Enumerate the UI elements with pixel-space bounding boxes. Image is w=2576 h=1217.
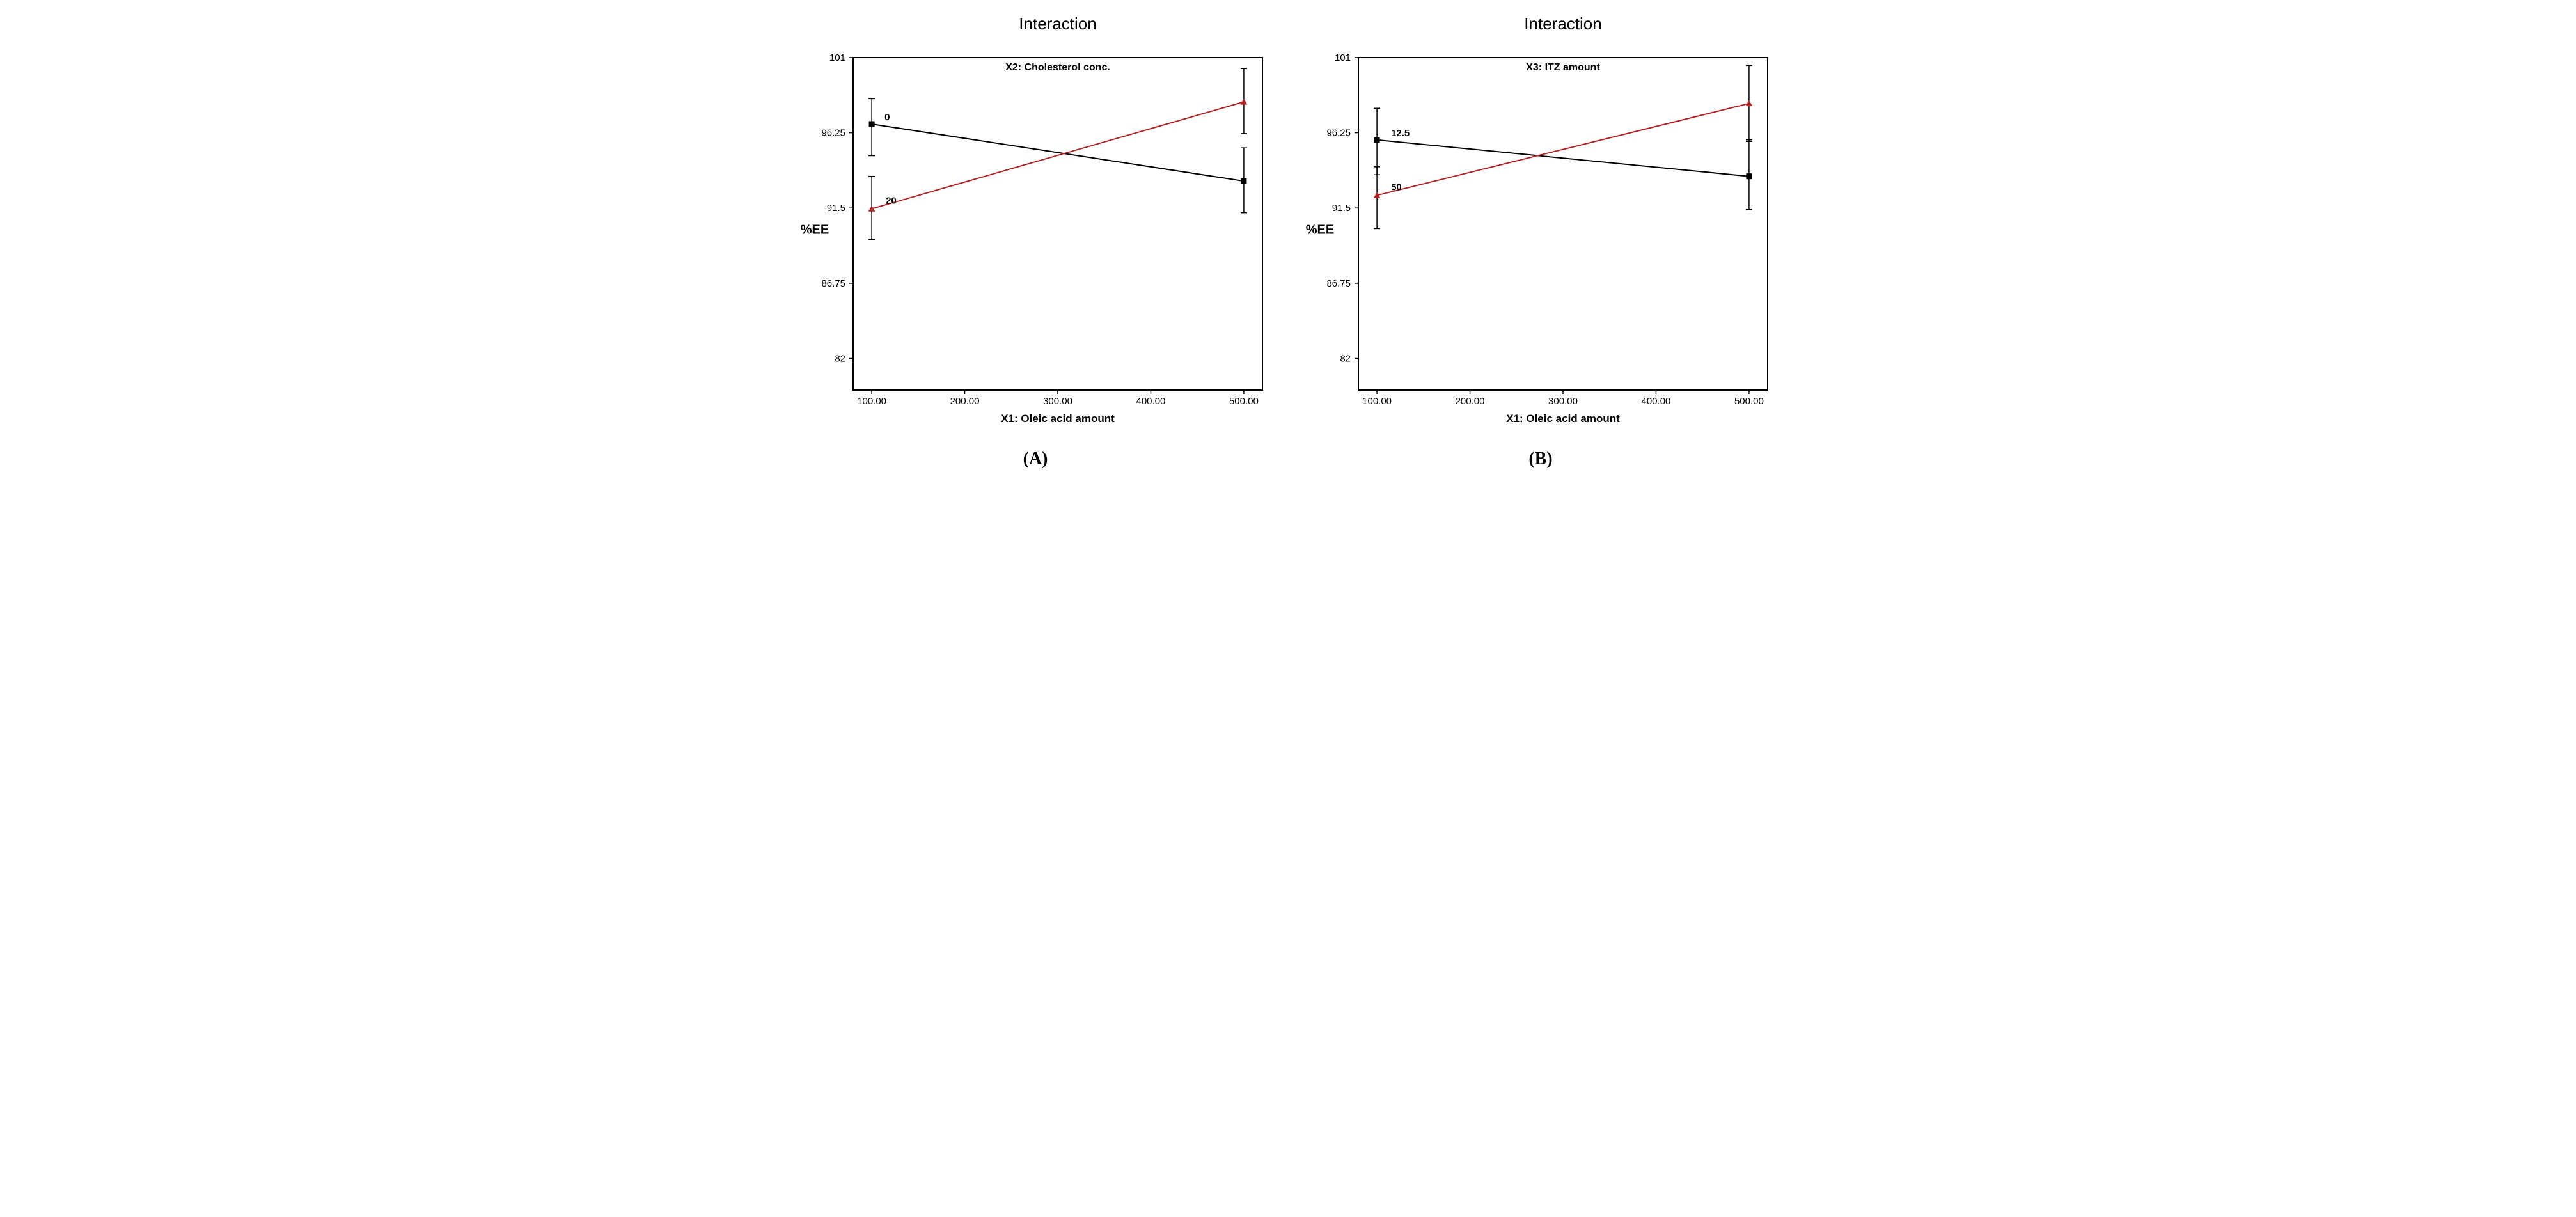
svg-text:86.75: 86.75 xyxy=(821,278,845,289)
svg-text:300.00: 300.00 xyxy=(1548,396,1578,407)
svg-text:100.00: 100.00 xyxy=(1362,396,1392,407)
svg-text:300.00: 300.00 xyxy=(1043,396,1072,407)
svg-text:20: 20 xyxy=(886,195,897,206)
svg-text:X2: Cholesterol conc.: X2: Cholesterol conc. xyxy=(1005,62,1110,73)
chart-panel: Interaction X3: ITZ amount 82 86.75 91.5 96.2… xyxy=(1301,13,1780,469)
svg-text:91.5: 91.5 xyxy=(1332,203,1351,214)
svg-text:500.00: 500.00 xyxy=(1229,396,1259,407)
svg-text:200.00: 200.00 xyxy=(1456,396,1485,407)
svg-text:Interaction: Interaction xyxy=(1524,14,1601,33)
svg-text:91.5: 91.5 xyxy=(827,203,845,214)
chart-panel: Interaction X2: Cholesterol conc. 82 86.75 9… xyxy=(796,13,1275,469)
svg-text:%EE: %EE xyxy=(801,223,829,237)
svg-text:X1: Oleic acid amount: X1: Oleic acid amount xyxy=(1001,412,1115,425)
svg-text:50: 50 xyxy=(1391,182,1402,192)
svg-text:96.25: 96.25 xyxy=(821,128,845,139)
svg-text:82: 82 xyxy=(1340,353,1351,364)
svg-text:101: 101 xyxy=(829,52,845,63)
svg-text:X3: ITZ amount: X3: ITZ amount xyxy=(1526,62,1600,73)
svg-text:500.00: 500.00 xyxy=(1734,396,1764,407)
svg-text:82: 82 xyxy=(835,353,845,364)
interaction-plot: Interaction X2: Cholesterol conc. 82 86.75 9… xyxy=(796,13,1275,441)
svg-text:200.00: 200.00 xyxy=(950,396,980,407)
svg-text:%EE: %EE xyxy=(1306,223,1334,237)
svg-text:86.75: 86.75 xyxy=(1326,278,1351,289)
svg-text:100.00: 100.00 xyxy=(857,396,886,407)
panel-label: (B) xyxy=(1528,449,1552,469)
interaction-plot: Interaction X3: ITZ amount 82 86.75 91.5 96.2… xyxy=(1301,13,1780,441)
svg-text:96.25: 96.25 xyxy=(1326,128,1351,139)
svg-text:12.5: 12.5 xyxy=(1391,128,1410,139)
panel-label: (A) xyxy=(1023,449,1048,469)
svg-text:Interaction: Interaction xyxy=(1019,14,1096,33)
svg-text:X1: Oleic acid amount: X1: Oleic acid amount xyxy=(1506,412,1620,425)
svg-text:400.00: 400.00 xyxy=(1136,396,1166,407)
svg-text:101: 101 xyxy=(1335,52,1351,63)
svg-text:400.00: 400.00 xyxy=(1642,396,1671,407)
svg-text:0: 0 xyxy=(884,112,890,123)
figure-container: Interaction X2: Cholesterol conc. 82 86.75 9… xyxy=(13,13,2563,469)
